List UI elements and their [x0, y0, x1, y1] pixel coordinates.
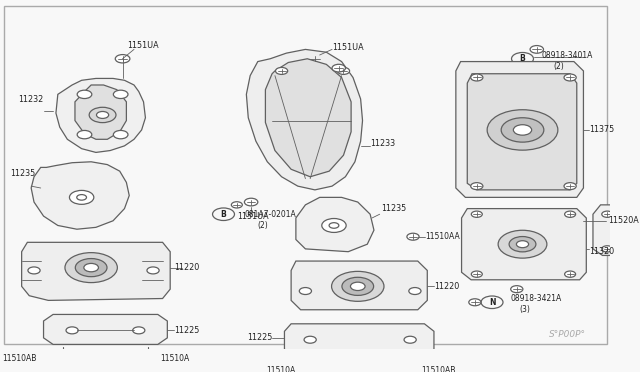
Polygon shape — [456, 62, 584, 198]
Circle shape — [28, 267, 40, 274]
Circle shape — [337, 67, 349, 74]
Circle shape — [516, 241, 529, 248]
Circle shape — [304, 336, 316, 343]
Text: 11232: 11232 — [18, 94, 43, 103]
Circle shape — [275, 67, 288, 74]
Circle shape — [498, 230, 547, 258]
Polygon shape — [31, 162, 129, 229]
Text: 11220: 11220 — [174, 263, 199, 272]
Circle shape — [342, 277, 374, 295]
Polygon shape — [22, 242, 170, 301]
Circle shape — [513, 125, 532, 135]
Circle shape — [70, 190, 94, 204]
Text: 11510AB: 11510AB — [422, 366, 456, 372]
Circle shape — [132, 327, 145, 334]
Circle shape — [332, 271, 384, 301]
Text: 11225: 11225 — [174, 326, 200, 335]
Text: 1151UA: 1151UA — [127, 41, 159, 50]
Polygon shape — [296, 198, 374, 252]
Circle shape — [487, 110, 558, 150]
Polygon shape — [593, 205, 621, 256]
Circle shape — [97, 112, 109, 118]
Text: 11510A: 11510A — [267, 366, 296, 372]
Text: B: B — [221, 210, 227, 219]
Text: 11233: 11233 — [370, 138, 396, 148]
Circle shape — [57, 363, 68, 369]
Circle shape — [404, 336, 416, 343]
Text: S°P00P°: S°P00P° — [548, 330, 586, 339]
Polygon shape — [284, 324, 434, 355]
Polygon shape — [75, 85, 126, 139]
Text: N: N — [489, 298, 495, 307]
Circle shape — [77, 90, 92, 99]
Circle shape — [470, 74, 483, 81]
Circle shape — [332, 64, 346, 72]
Circle shape — [468, 299, 481, 306]
Text: 11375: 11375 — [589, 125, 614, 134]
Circle shape — [300, 288, 312, 295]
Circle shape — [77, 131, 92, 139]
Text: 11520A: 11520A — [608, 216, 639, 225]
Text: 11225: 11225 — [246, 333, 272, 342]
Polygon shape — [467, 74, 577, 190]
Text: (2): (2) — [553, 62, 564, 71]
Text: 11220: 11220 — [434, 282, 459, 291]
Text: 11510AB: 11510AB — [3, 354, 37, 363]
Circle shape — [308, 55, 322, 63]
Circle shape — [89, 107, 116, 123]
Polygon shape — [461, 209, 586, 280]
Circle shape — [65, 253, 117, 283]
Text: (2): (2) — [258, 221, 269, 230]
Circle shape — [564, 271, 575, 277]
Circle shape — [501, 118, 544, 142]
Polygon shape — [291, 261, 428, 310]
Polygon shape — [246, 49, 362, 190]
Text: 11510AA: 11510AA — [426, 232, 460, 241]
Circle shape — [322, 218, 346, 232]
Text: 11510A: 11510A — [161, 354, 190, 363]
Text: 11235: 11235 — [10, 170, 35, 179]
Circle shape — [511, 286, 523, 293]
Text: 081A7-0201A: 081A7-0201A — [244, 210, 296, 219]
Circle shape — [409, 288, 421, 295]
Circle shape — [564, 211, 575, 217]
Polygon shape — [44, 314, 167, 344]
Circle shape — [602, 246, 612, 252]
Polygon shape — [266, 59, 351, 177]
Circle shape — [470, 183, 483, 190]
Text: B: B — [520, 54, 525, 63]
Circle shape — [113, 131, 128, 139]
Circle shape — [351, 282, 365, 291]
Text: (3): (3) — [520, 305, 531, 314]
Circle shape — [244, 198, 258, 206]
Circle shape — [471, 211, 483, 217]
Circle shape — [147, 267, 159, 274]
Circle shape — [602, 211, 612, 217]
Circle shape — [84, 263, 99, 272]
Circle shape — [76, 259, 107, 277]
Circle shape — [66, 327, 78, 334]
Text: 08918-3421A: 08918-3421A — [510, 294, 561, 303]
Circle shape — [143, 363, 154, 369]
Circle shape — [564, 183, 576, 190]
Text: 1151UA: 1151UA — [332, 43, 364, 52]
Circle shape — [509, 237, 536, 252]
Text: 11235: 11235 — [381, 204, 407, 213]
Circle shape — [113, 90, 128, 99]
Polygon shape — [56, 78, 145, 153]
Circle shape — [564, 74, 576, 81]
Circle shape — [530, 45, 543, 53]
Circle shape — [115, 55, 130, 63]
Circle shape — [231, 202, 243, 208]
Text: 11320: 11320 — [589, 247, 614, 256]
Circle shape — [407, 233, 419, 240]
Text: 08918-3401A: 08918-3401A — [541, 51, 593, 60]
Circle shape — [471, 271, 483, 277]
Text: 1151UA: 1151UA — [237, 212, 268, 221]
